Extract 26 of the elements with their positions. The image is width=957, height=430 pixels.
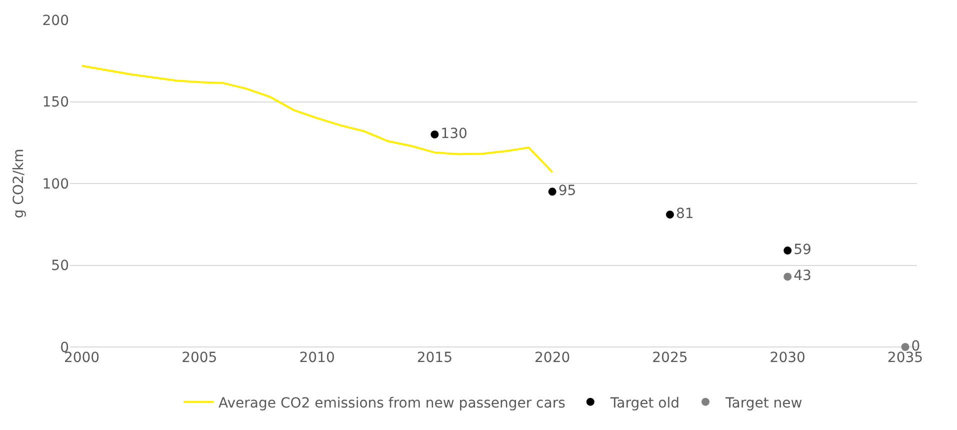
legend-label: Target new	[724, 395, 802, 412]
x-tick-label: 2015	[416, 350, 452, 366]
point	[430, 130, 439, 138]
y-tick-label: 100	[42, 176, 69, 192]
point	[784, 272, 792, 281]
y-tick-label: 200	[42, 12, 69, 29]
data-label: 95	[558, 183, 576, 200]
x-tick-label: 2010	[299, 350, 335, 366]
point	[784, 246, 792, 255]
data-label: 81	[676, 206, 694, 222]
legend-label: Average CO2 emissions from new passenger cars	[218, 395, 566, 412]
point	[901, 343, 910, 351]
data-label: 43	[794, 268, 812, 284]
point	[548, 188, 556, 196]
point	[666, 210, 674, 219]
line-series	[80, 64, 554, 174]
x-tick-label: 2005	[182, 350, 218, 366]
x-tick-label: 2020	[534, 350, 570, 366]
x-tick-label: 2025	[652, 350, 688, 366]
legend-label: Target old	[609, 395, 680, 412]
y-tick-label: 150	[42, 94, 69, 111]
y-tick-label: 50	[51, 258, 69, 274]
data-label: 130	[440, 126, 468, 142]
y-axis-title: g CO2/km	[10, 148, 27, 218]
data-label: 59	[794, 242, 812, 258]
x-tick-label: 2030	[770, 350, 806, 366]
